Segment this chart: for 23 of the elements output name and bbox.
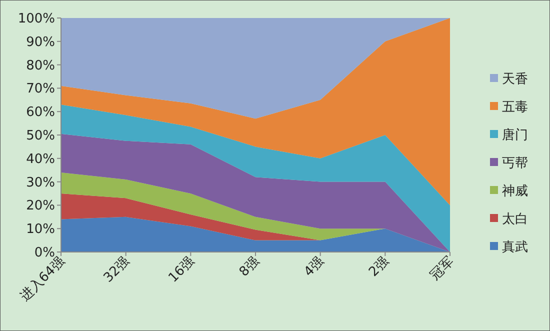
x-tick-label: 冠军	[428, 254, 457, 284]
x-tick-label: 8强	[236, 254, 262, 280]
y-tick-label: 40%	[26, 152, 55, 167]
legend-label: 太白	[502, 212, 528, 227]
y-tick-label: 20%	[26, 198, 55, 214]
legend-label: 神威	[502, 184, 528, 199]
y-tick-label: 10%	[26, 222, 55, 238]
legend-label: 五毒	[502, 100, 528, 115]
y-tick-label: 70%	[26, 82, 55, 97]
x-tick-label: 4强	[302, 254, 328, 280]
y-tick-label: 60%	[26, 105, 55, 120]
legend-label: 真武	[502, 240, 528, 255]
x-tick-label: 16强	[166, 254, 198, 286]
x-tick-label: 32强	[101, 254, 133, 286]
y-tick-label: 90%	[26, 34, 55, 50]
legend-label: 唐门	[502, 127, 528, 143]
y-tick-label: 100%	[18, 12, 55, 26]
legend-label: 丐帮	[502, 156, 528, 171]
x-tick-label: 2强	[366, 254, 392, 280]
y-tick-label: 50%	[26, 128, 55, 144]
y-tick-label: 30%	[26, 175, 55, 190]
y-tick-label: 80%	[26, 58, 55, 74]
legend-label: 天香	[502, 72, 528, 87]
